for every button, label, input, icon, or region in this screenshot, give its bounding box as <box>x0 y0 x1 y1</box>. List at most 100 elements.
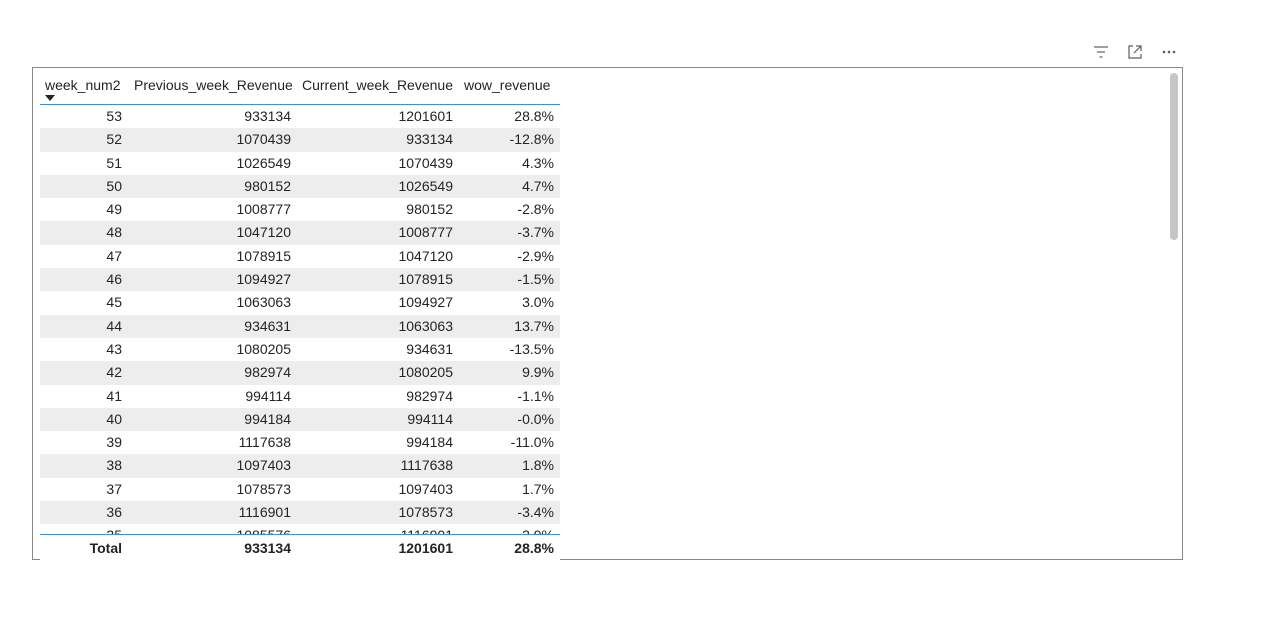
week-num2-cell: 49 <box>106 201 122 218</box>
wow-revenue-cell: -0.0% <box>517 410 554 427</box>
visual-header-toolbar <box>1088 40 1184 64</box>
table-row[interactable]: 43 1080205 934631 -13.5% <box>40 338 560 361</box>
current-week-revenue-cell: 1097403 <box>398 480 453 497</box>
wow-revenue-cell: 3.0% <box>522 294 554 311</box>
table-row[interactable]: 38 1097403 1117638 1.8% <box>40 454 560 478</box>
wow-revenue-cell: -2.8% <box>517 201 554 218</box>
week-num2-cell: 44 <box>106 317 122 334</box>
current-week-revenue-cell: 934631 <box>406 340 453 357</box>
wow-revenue-cell: 1.7% <box>522 480 554 497</box>
previous-week-revenue-cell: 980152 <box>244 177 291 194</box>
current-week-revenue-cell: 1070439 <box>398 154 453 171</box>
previous-week-revenue-cell: 1080205 <box>236 340 291 357</box>
table-row[interactable]: 44 934631 1063063 13.7% <box>40 314 560 338</box>
wow-revenue-cell: 9.9% <box>522 364 554 381</box>
table-row[interactable]: 47 1078915 1047120 -2.9% <box>40 245 560 268</box>
table-total-row: Total 933134 1201601 28.8% <box>40 534 560 560</box>
week-num2-cell: 47 <box>106 247 122 264</box>
current-week-revenue-cell: 1201601 <box>398 108 453 124</box>
vertical-scrollbar[interactable] <box>1170 73 1178 240</box>
current-week-revenue-cell: 1047120 <box>398 247 453 264</box>
table-row[interactable]: 49 1008777 980152 -2.8% <box>40 198 560 221</box>
previous-week-revenue-cell: 1026549 <box>236 154 291 171</box>
column-header-wow-revenue[interactable]: wow_revenue <box>464 77 551 93</box>
week-num2-cell: 48 <box>106 224 122 241</box>
focus-mode-icon[interactable] <box>1122 40 1148 64</box>
week-num2-cell: 38 <box>106 457 122 474</box>
wow-revenue-cell: -11.0% <box>510 434 554 451</box>
table-visual: week_num2 Previous_week_Revenue Current_… <box>32 67 1183 560</box>
current-week-revenue-cell: 1078915 <box>398 271 453 288</box>
table-row[interactable]: 53 933134 1201601 28.8% <box>40 105 560 128</box>
wow-revenue-cell: -1.1% <box>517 387 554 404</box>
week-num2-cell: 45 <box>106 294 122 311</box>
week-num2-cell: 53 <box>106 108 122 124</box>
column-header-current-week-revenue[interactable]: Current_week_Revenue <box>302 77 453 93</box>
previous-week-revenue-cell: 1070439 <box>236 131 291 148</box>
table-row[interactable]: 50 980152 1026549 4.7% <box>40 174 560 199</box>
previous-week-revenue-cell: 982974 <box>244 364 291 381</box>
table-row[interactable]: 45 1063063 1094927 3.0% <box>40 291 560 314</box>
week-num2-cell: 39 <box>106 434 122 451</box>
table-row[interactable]: 40 994184 994114 -0.0% <box>40 407 560 432</box>
current-week-revenue-cell: 1094927 <box>398 294 453 311</box>
previous-week-revenue-cell: 1047120 <box>236 224 291 241</box>
week-num2-cell: 46 <box>106 271 122 288</box>
table-row[interactable]: 41 994114 982974 -1.1% <box>40 385 560 408</box>
previous-week-revenue-cell: 1078573 <box>236 480 291 497</box>
sort-descending-icon[interactable] <box>45 95 55 101</box>
table-row[interactable]: 35 1085576 1116901 2.9% <box>40 524 560 534</box>
current-week-revenue-cell: 994114 <box>407 410 453 427</box>
previous-week-revenue-cell: 1116901 <box>238 504 291 521</box>
table-row[interactable]: 42 982974 1080205 9.9% <box>40 361 560 385</box>
current-week-revenue-cell: 982974 <box>406 387 453 404</box>
current-week-revenue-cell: 1008777 <box>398 224 453 241</box>
previous-week-revenue-cell: 1085576 <box>130 527 291 534</box>
table-row[interactable]: 39 1117638 994184 -11.0% <box>40 431 560 454</box>
table-row[interactable]: 36 1116901 1078573 -3.4% <box>40 501 560 525</box>
week-num2-cell: 52 <box>106 131 122 148</box>
table-row[interactable]: 52 1070439 933134 -12.8% <box>40 128 560 152</box>
wow-revenue-cell: 4.3% <box>522 154 554 171</box>
total-wow-revenue: 28.8% <box>514 540 554 556</box>
table-row[interactable]: 48 1047120 1008777 -3.7% <box>40 221 560 245</box>
column-header-week-num2[interactable]: week_num2 <box>45 77 121 93</box>
table-header-row: week_num2 Previous_week_Revenue Current_… <box>40 68 560 105</box>
table-body-scroll-area[interactable]: week_num2 Previous_week_Revenue Current_… <box>40 68 560 534</box>
wow-revenue-cell: -1.5% <box>517 271 554 288</box>
wow-revenue-cell: -3.4% <box>517 504 554 521</box>
current-week-revenue-cell: 1080205 <box>398 364 453 381</box>
total-label: Total <box>89 540 122 556</box>
table-row[interactable]: 46 1094927 1078915 -1.5% <box>40 268 560 292</box>
current-week-revenue-cell: 933134 <box>406 131 453 148</box>
table-body: 53 933134 1201601 28.8% 52 1070439 933134 -12.8… <box>40 105 560 534</box>
wow-revenue-cell: 4.7% <box>522 177 554 194</box>
current-week-revenue-cell: 1117638 <box>400 457 453 474</box>
total-previous-week-revenue: 933134 <box>244 540 291 556</box>
week-num2-cell: 51 <box>106 154 122 171</box>
previous-week-revenue-cell: 934631 <box>244 317 291 334</box>
previous-week-revenue-cell: 1078915 <box>236 247 291 264</box>
wow-revenue-cell: -3.7% <box>517 224 554 241</box>
week-num2-cell: 40 <box>106 410 122 427</box>
more-options-icon[interactable] <box>1156 40 1182 64</box>
filter-icon[interactable] <box>1088 40 1114 64</box>
wow-revenue-cell: -2.9% <box>517 247 554 264</box>
table-row[interactable]: 37 1078573 1097403 1.7% <box>40 478 560 501</box>
current-week-revenue-cell: 1026549 <box>398 177 453 194</box>
previous-week-revenue-cell: 1063063 <box>236 294 291 311</box>
table-row[interactable]: 51 1026549 1070439 4.3% <box>40 152 560 175</box>
week-num2-cell: 43 <box>106 340 122 357</box>
current-week-revenue-cell: 1078573 <box>398 504 453 521</box>
column-header-previous-week-revenue[interactable]: Previous_week_Revenue <box>134 77 293 93</box>
current-week-revenue-cell: 994184 <box>406 434 453 451</box>
week-num2-cell: 50 <box>106 177 122 194</box>
wow-revenue-cell: -13.5% <box>509 340 554 357</box>
week-num2-cell: 41 <box>106 387 122 404</box>
week-num2-cell: 36 <box>106 504 122 521</box>
previous-week-revenue-cell: 994114 <box>245 387 291 404</box>
wow-revenue-cell: -12.8% <box>509 131 554 148</box>
current-week-revenue-cell: 1063063 <box>398 317 453 334</box>
current-week-revenue-cell: 1116901 <box>298 527 453 534</box>
week-num2-cell: 42 <box>106 364 122 381</box>
